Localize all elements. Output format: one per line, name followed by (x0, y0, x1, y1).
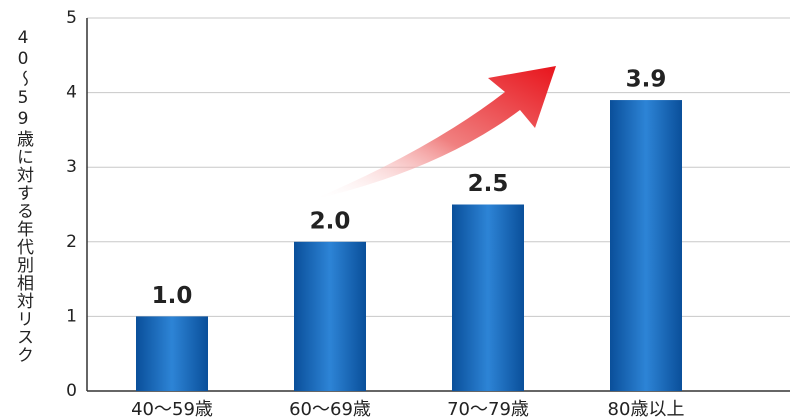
y-tick-label: 3 (66, 157, 77, 177)
y-tick-label: 2 (66, 232, 77, 252)
trend-arrow (312, 66, 556, 200)
y-tick-label: 5 (66, 8, 77, 28)
x-tick-label: 80歳以上 (608, 399, 685, 420)
bar (294, 242, 366, 391)
x-tick-label: 40〜59歳 (131, 399, 213, 420)
y-tick-label: 1 (66, 306, 77, 326)
bar (136, 316, 208, 391)
x-tick-label: 70〜79歳 (447, 399, 529, 420)
value-label: 3.9 (626, 67, 667, 93)
chart-page: 0 1 2 3 4 5 40〜59歳 60〜69歳 70〜79歳 80歳以上 1.0 2.0 2.5 3… (0, 0, 801, 420)
value-label: 2.5 (468, 171, 509, 197)
chart: 0 1 2 3 4 5 40〜59歳 60〜69歳 70〜79歳 80歳以上 1.0 2.0 2.5 3… (0, 0, 801, 420)
y-tick-label: 0 (66, 381, 77, 401)
value-label: 2.0 (310, 208, 351, 234)
y-axis-label: 40〜59歳に対する年代別相対リスク (10, 28, 36, 388)
bar (452, 205, 524, 392)
y-tick-label: 4 (66, 83, 77, 103)
x-tick-label: 60〜69歳 (289, 399, 371, 420)
bar (610, 100, 682, 391)
value-label: 1.0 (152, 283, 193, 309)
